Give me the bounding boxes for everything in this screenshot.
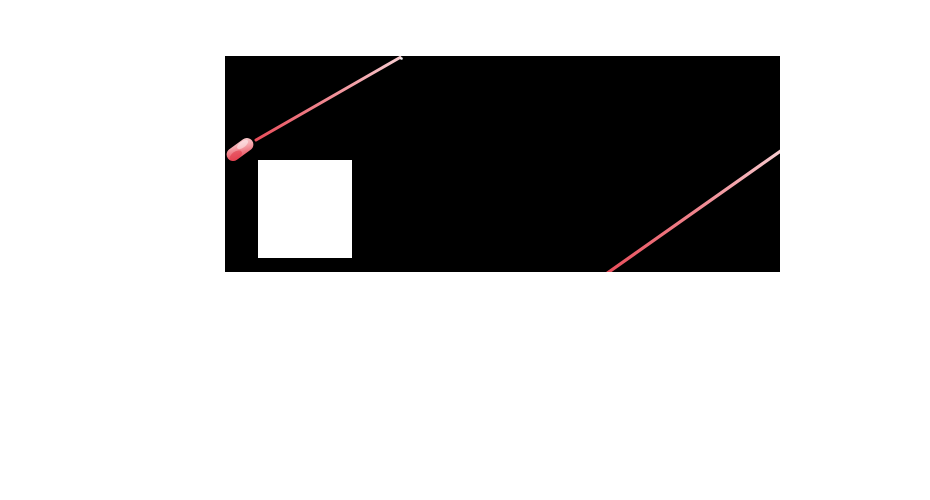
laser-pointer-body <box>226 138 254 161</box>
beam-tip-spark <box>400 57 403 60</box>
laser-pointer-highlight-blob <box>237 140 249 150</box>
laser-beam-lower <box>606 149 780 272</box>
white-square <box>258 160 352 258</box>
laser-pointer-shade-blob <box>229 150 242 161</box>
laser-beam-upper <box>254 56 402 142</box>
